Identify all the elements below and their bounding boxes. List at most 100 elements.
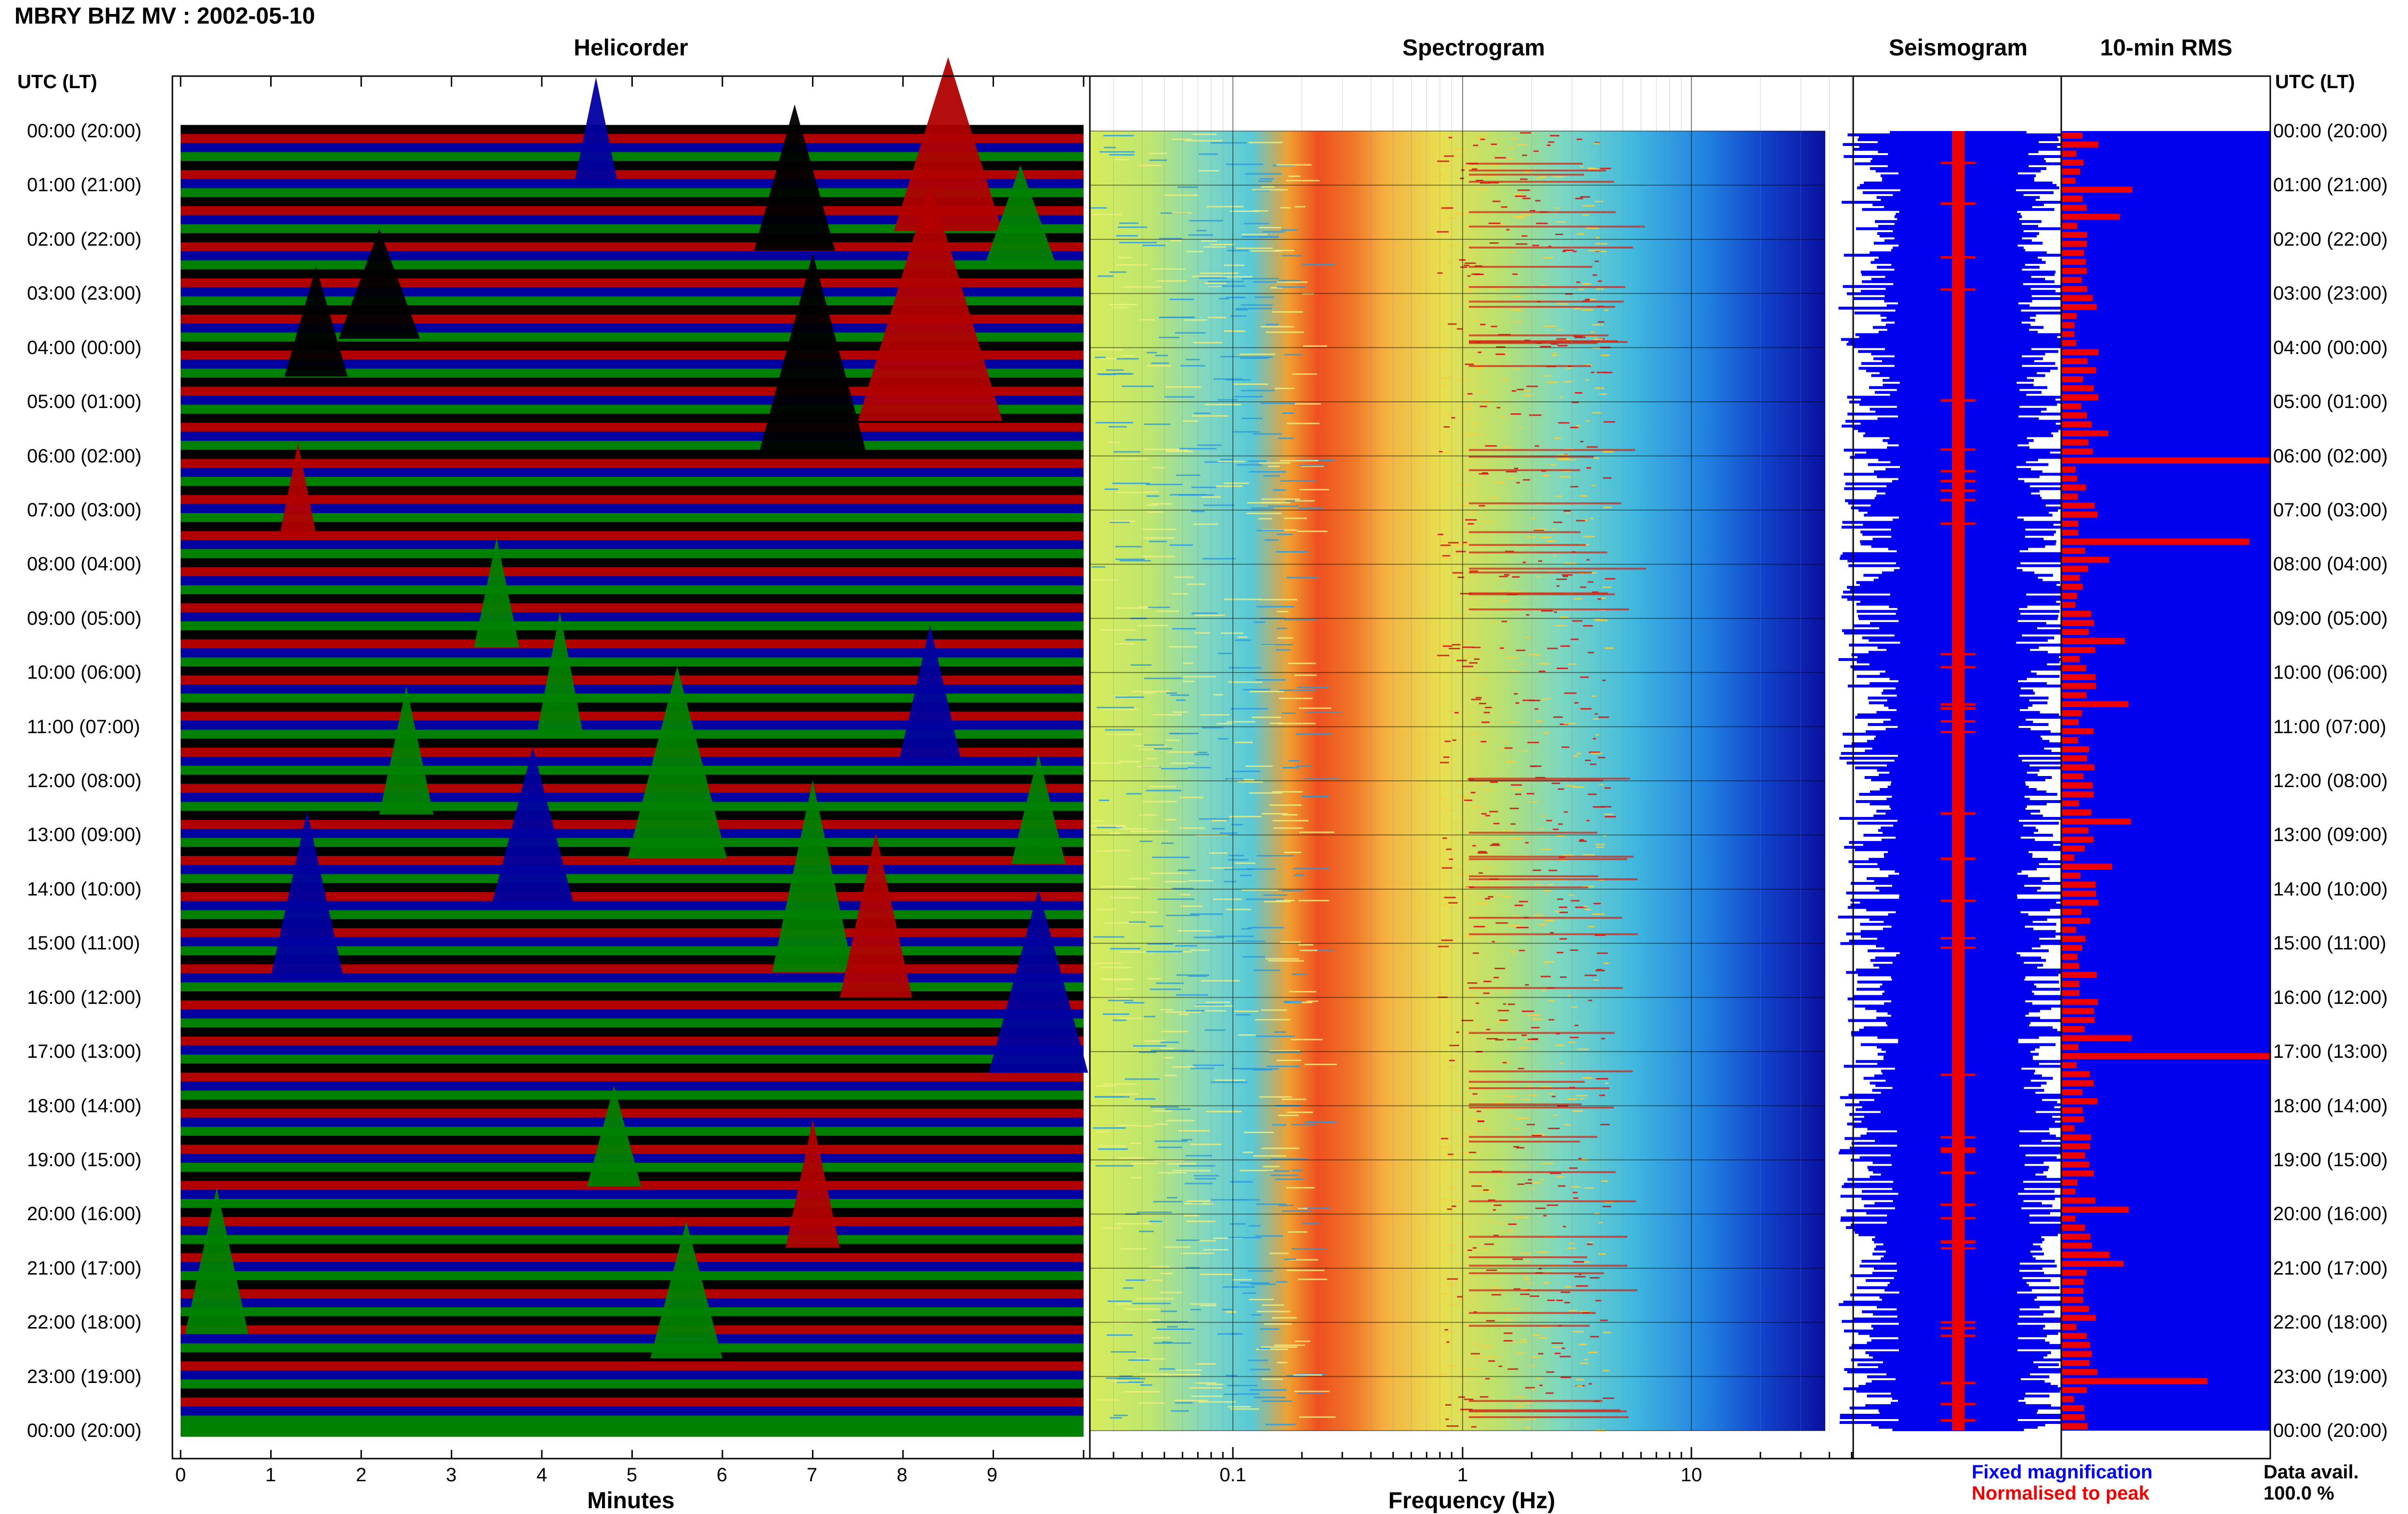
spectrogram-speckle <box>1441 1161 1448 1163</box>
spectrogram-speckle <box>1471 511 1477 513</box>
spectrogram-speckle <box>1597 371 1608 373</box>
spectrogram-speckle <box>1564 1302 1570 1303</box>
spectrogram-speckle <box>1565 785 1575 787</box>
rms-bar <box>2061 259 2086 265</box>
spectrogram-speckle <box>1437 231 1449 233</box>
spectrogram-speckle <box>1179 448 1217 449</box>
spectrogram-speckle <box>1570 949 1578 951</box>
helicorder-event <box>339 228 420 339</box>
spectrogram-speckle <box>1210 142 1247 144</box>
spectrogram-speckle <box>1494 578 1500 580</box>
spectrogram-speckle <box>1129 921 1146 923</box>
spectrogram-speckle <box>1180 365 1205 367</box>
spectrogram-speckle <box>1510 1307 1520 1309</box>
spectrogram-speckle <box>1150 872 1188 874</box>
spectrogram-speckle <box>1508 147 1514 149</box>
spectrogram-speckle <box>1545 1392 1554 1394</box>
spectrogram-speckle <box>1586 467 1591 469</box>
spectrogram-speckle <box>1491 1294 1501 1296</box>
spectrogram-speckle <box>1596 846 1604 848</box>
spectrogram-speckle <box>1559 938 1567 940</box>
spectrogram-speckle <box>1544 962 1548 964</box>
spectrogram-speckle <box>1479 182 1490 184</box>
spectrogram-speckle <box>1531 1356 1541 1358</box>
seismogram-title: Seismogram <box>1888 35 2028 61</box>
spectrogram-speckle <box>1185 1267 1200 1269</box>
spectrogram-speckle <box>1588 1383 1592 1385</box>
spectrogram-speckle <box>1146 491 1159 493</box>
spectrogram-speckle <box>1576 1385 1583 1387</box>
spectrogram-speckle <box>1555 1044 1565 1046</box>
left-time-label: 19:00 (15:00) <box>27 1149 142 1171</box>
spectrogram-speckle <box>1571 1330 1584 1332</box>
spectrogram-speckle <box>1512 273 1518 275</box>
spectrogram-speckle <box>1569 1041 1576 1043</box>
spectrogram-speckle <box>1095 908 1116 910</box>
spectrogram-speckle <box>1178 1130 1210 1132</box>
spectrogram-speckle <box>1109 832 1120 834</box>
spectrogram-speckle <box>1458 796 1469 798</box>
spectrogram-speckle <box>1540 176 1546 178</box>
rms-bar <box>2061 223 2077 229</box>
spectrogram-speckle <box>1450 1200 1461 1202</box>
right-time-label: 06:00 (02:00) <box>2273 445 2388 467</box>
spectrogram-speckle <box>1443 426 1450 428</box>
spectrogram-speckle <box>1561 746 1570 748</box>
spectrogram-speckle <box>1597 952 1608 954</box>
spectrogram-speckle <box>1157 898 1194 900</box>
spectrogram-speckle <box>1445 1155 1457 1157</box>
spectrogram-speckle <box>1172 212 1192 214</box>
spectrogram-speckle <box>1174 951 1191 953</box>
spectrogram-speckle <box>1246 868 1276 870</box>
spectrogram-speckle <box>1238 1034 1256 1036</box>
spectrogram-speckle <box>1204 246 1226 248</box>
spectrogram-speckle <box>1110 271 1126 273</box>
seismogram-spike <box>1941 522 1976 525</box>
spectrogram-speckle <box>1123 1287 1134 1289</box>
spectrogram-speckle <box>1230 1223 1246 1225</box>
spectrogram-speckle <box>1506 657 1518 658</box>
spectrogram-speckle <box>1469 570 1478 572</box>
spectrogram-speckle <box>1518 949 1525 951</box>
left-time-label: 06:00 (02:00) <box>27 445 142 467</box>
spectrogram-speckle <box>1110 521 1130 523</box>
spectrogram-speckle <box>1591 331 1595 333</box>
spectrogram-speckle <box>1226 379 1251 381</box>
spectrogram-speckle <box>1183 420 1199 422</box>
spectrogram-speckle <box>1476 391 1486 393</box>
spectrogram-speckle <box>1546 1371 1555 1373</box>
spectrogram-speckle <box>1512 1258 1523 1260</box>
spectrogram-speckle <box>1440 377 1447 379</box>
spectrogram-speckle <box>1286 1269 1325 1271</box>
spectrogram-speckle <box>1202 727 1224 729</box>
left-time-label: 23:00 (19:00) <box>27 1366 142 1387</box>
spectrogram-speckle <box>1572 1110 1582 1112</box>
spectrogram-speckle <box>1230 1408 1259 1410</box>
rms-bar <box>2061 602 2076 608</box>
spectrogram-speckle <box>1259 462 1291 464</box>
spectrogram-speckle <box>1518 1047 1528 1049</box>
spectrogram-speckle <box>1560 976 1567 978</box>
spectrogram-speckle <box>1248 1225 1261 1227</box>
spectrogram-speckle <box>1457 577 1465 579</box>
spectrogram-speckle <box>1092 1127 1126 1129</box>
spectrogram-speckle <box>1507 1003 1515 1005</box>
spectrogram-speckle <box>1153 1201 1183 1203</box>
seismogram-spike <box>1941 1147 1976 1150</box>
heli-xtick-1: 1 <box>265 1464 276 1486</box>
spectrogram-speckle <box>1242 417 1263 419</box>
spectrogram-speckle <box>1490 1221 1495 1223</box>
spectrogram-speckle <box>1149 540 1167 542</box>
spectrogram-speckle <box>1190 1309 1201 1311</box>
spectrogram-speckle <box>1193 936 1225 938</box>
spectrogram-speckle <box>1479 505 1485 507</box>
spectrogram-speckle <box>1549 464 1557 466</box>
rms-bar <box>2061 1342 2091 1348</box>
spectrogram-speckle <box>1483 1266 1489 1268</box>
spectrogram-speckle <box>1600 250 1607 252</box>
spectrogram-speckle <box>1532 1133 1544 1135</box>
spectrogram-speckle <box>1224 330 1245 332</box>
spectrogram-speckle <box>1557 459 1567 461</box>
rms-bar <box>2061 999 2098 1005</box>
spectrogram-speckle <box>1595 713 1598 715</box>
